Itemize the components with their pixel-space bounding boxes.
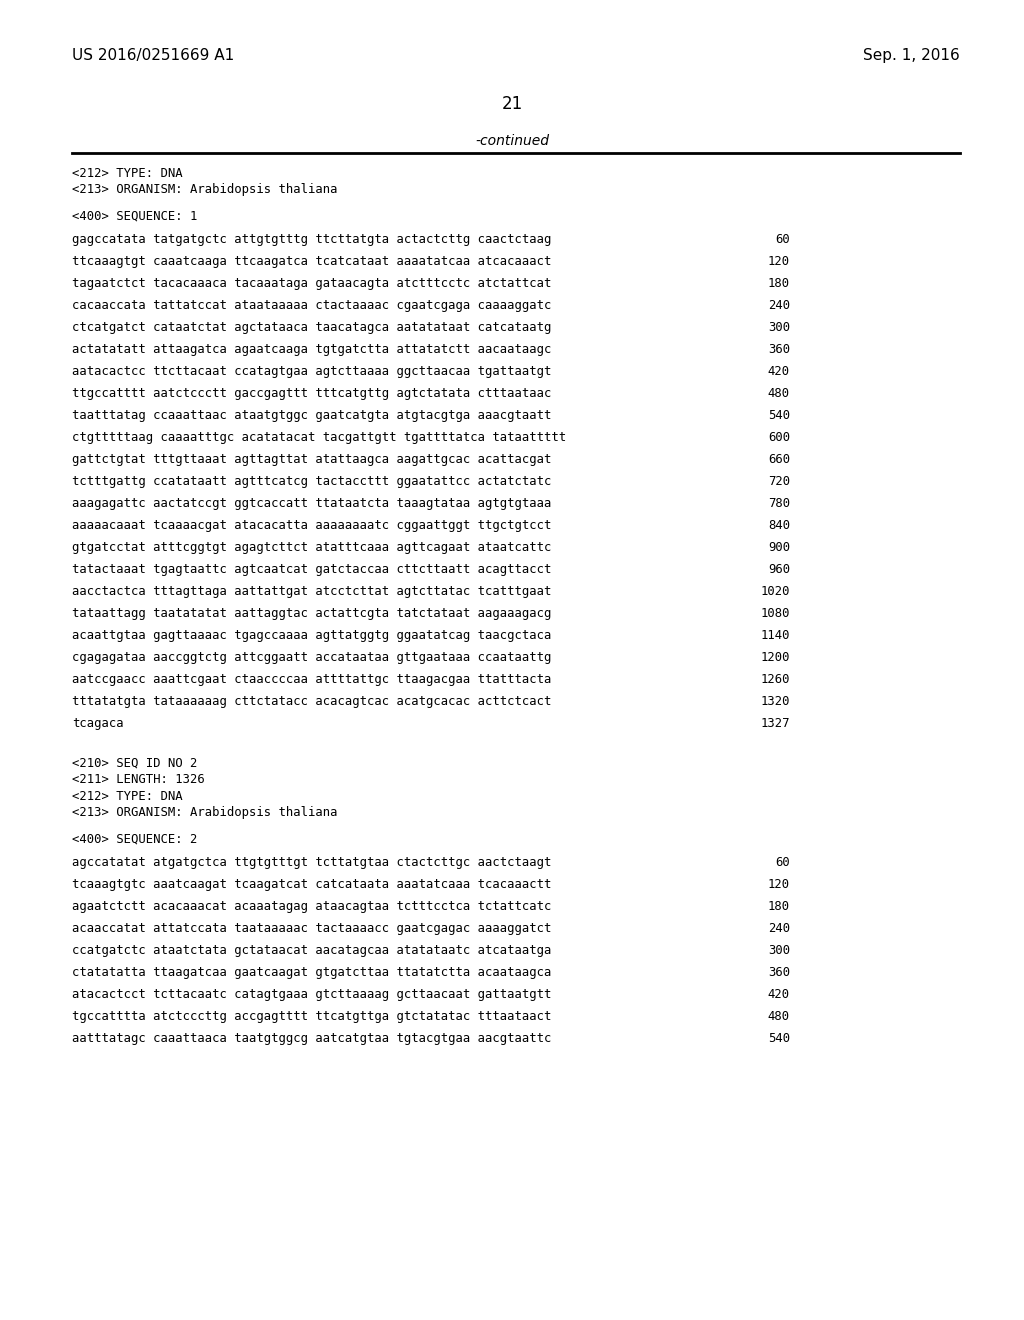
Text: ctgtttttaag caaaatttgc acatatacat tacgattgtt tgattttatca tataattttt: ctgtttttaag caaaatttgc acatatacat tacgat… — [72, 432, 566, 444]
Text: 60: 60 — [775, 855, 790, 869]
Text: tttatatgta tataaaaaag cttctatacc acacagtcac acatgcacac acttctcact: tttatatgta tataaaaaag cttctatacc acacagt… — [72, 696, 551, 708]
Text: 21: 21 — [502, 95, 522, 114]
Text: <211> LENGTH: 1326: <211> LENGTH: 1326 — [72, 774, 205, 787]
Text: atacactcct tcttacaatc catagtgaaa gtcttaaaag gcttaacaat gattaatgtt: atacactcct tcttacaatc catagtgaaa gtcttaa… — [72, 987, 551, 1001]
Text: -continued: -continued — [475, 135, 549, 148]
Text: 120: 120 — [768, 255, 790, 268]
Text: 540: 540 — [768, 1032, 790, 1044]
Text: tatactaaat tgagtaattc agtcaatcat gatctaccaa cttcttaatt acagttacct: tatactaaat tgagtaattc agtcaatcat gatctac… — [72, 564, 551, 576]
Text: Sep. 1, 2016: Sep. 1, 2016 — [863, 48, 961, 63]
Text: 60: 60 — [775, 234, 790, 246]
Text: 720: 720 — [768, 475, 790, 488]
Text: acaattgtaa gagttaaaac tgagccaaaa agttatggtg ggaatatcag taacgctaca: acaattgtaa gagttaaaac tgagccaaaa agttatg… — [72, 630, 551, 642]
Text: <212> TYPE: DNA: <212> TYPE: DNA — [72, 168, 182, 180]
Text: 1140: 1140 — [761, 630, 790, 642]
Text: <210> SEQ ID NO 2: <210> SEQ ID NO 2 — [72, 756, 198, 770]
Text: 120: 120 — [768, 878, 790, 891]
Text: 180: 180 — [768, 900, 790, 912]
Text: 300: 300 — [768, 321, 790, 334]
Text: gattctgtat tttgttaaat agttagttat atattaagca aagattgcac acattacgat: gattctgtat tttgttaaat agttagttat atattaa… — [72, 453, 551, 466]
Text: 600: 600 — [768, 432, 790, 444]
Text: 420: 420 — [768, 987, 790, 1001]
Text: 360: 360 — [768, 343, 790, 356]
Text: 1327: 1327 — [761, 717, 790, 730]
Text: 780: 780 — [768, 498, 790, 510]
Text: ctatatatta ttaagatcaa gaatcaagat gtgatcttaa ttatatctta acaataagca: ctatatatta ttaagatcaa gaatcaagat gtgatct… — [72, 966, 551, 978]
Text: tcagaca: tcagaca — [72, 717, 124, 730]
Text: agaatctctt acacaaacat acaaatagag ataacagtaa tctttcctca tctattcatc: agaatctctt acacaaacat acaaatagag ataacag… — [72, 900, 551, 912]
Text: gagccatata tatgatgctc attgtgtttg ttcttatgta actactcttg caactctaag: gagccatata tatgatgctc attgtgtttg ttcttat… — [72, 234, 551, 246]
Text: 960: 960 — [768, 564, 790, 576]
Text: 540: 540 — [768, 409, 790, 422]
Text: aatccgaacc aaattcgaat ctaaccccaa attttattgc ttaagacgaa ttatttacta: aatccgaacc aaattcgaat ctaaccccaa attttat… — [72, 673, 551, 686]
Text: aaagagattc aactatccgt ggtcaccatt ttataatcta taaagtataa agtgtgtaaa: aaagagattc aactatccgt ggtcaccatt ttataat… — [72, 498, 551, 510]
Text: aacctactca tttagttaga aattattgat atcctcttat agtcttatac tcatttgaat: aacctactca tttagttaga aattattgat atcctct… — [72, 585, 551, 598]
Text: 840: 840 — [768, 519, 790, 532]
Text: aatttatagc caaattaaca taatgtggcg aatcatgtaa tgtacgtgaa aacgtaattc: aatttatagc caaattaaca taatgtggcg aatcatg… — [72, 1032, 551, 1044]
Text: tagaatctct tacacaaaca tacaaataga gataacagta atctttcctc atctattcat: tagaatctct tacacaaaca tacaaataga gataaca… — [72, 277, 551, 290]
Text: cgagagataa aaccggtctg attcggaatt accataataa gttgaataaa ccaataattg: cgagagataa aaccggtctg attcggaatt accataa… — [72, 651, 551, 664]
Text: <213> ORGANISM: Arabidopsis thaliana: <213> ORGANISM: Arabidopsis thaliana — [72, 807, 338, 820]
Text: <400> SEQUENCE: 1: <400> SEQUENCE: 1 — [72, 210, 198, 223]
Text: gtgatcctat atttcggtgt agagtcttct atatttcaaa agttcagaat ataatcattc: gtgatcctat atttcggtgt agagtcttct atatttc… — [72, 541, 551, 554]
Text: ttcaaagtgt caaatcaaga ttcaagatca tcatcataat aaaatatcaa atcacaaact: ttcaaagtgt caaatcaaga ttcaagatca tcatcat… — [72, 255, 551, 268]
Text: actatatatt attaagatca agaatcaaga tgtgatctta attatatctt aacaataagc: actatatatt attaagatca agaatcaaga tgtgatc… — [72, 343, 551, 356]
Text: 1320: 1320 — [761, 696, 790, 708]
Text: agccatatat atgatgctca ttgtgtttgt tcttatgtaa ctactcttgc aactctaagt: agccatatat atgatgctca ttgtgtttgt tcttatg… — [72, 855, 551, 869]
Text: taatttatag ccaaattaac ataatgtggc gaatcatgta atgtacgtga aaacgtaatt: taatttatag ccaaattaac ataatgtggc gaatcat… — [72, 409, 551, 422]
Text: 1200: 1200 — [761, 651, 790, 664]
Text: 1260: 1260 — [761, 673, 790, 686]
Text: aaaaacaaat tcaaaacgat atacacatta aaaaaaaatc cggaattggt ttgctgtcct: aaaaacaaat tcaaaacgat atacacatta aaaaaaa… — [72, 519, 551, 532]
Text: tctttgattg ccatataatt agtttcatcg tactaccttt ggaatattcc actatctatc: tctttgattg ccatataatt agtttcatcg tactacc… — [72, 475, 551, 488]
Text: 360: 360 — [768, 966, 790, 978]
Text: <400> SEQUENCE: 2: <400> SEQUENCE: 2 — [72, 833, 198, 846]
Text: 180: 180 — [768, 277, 790, 290]
Text: aatacactcc ttcttacaat ccatagtgaa agtcttaaaa ggcttaacaa tgattaatgt: aatacactcc ttcttacaat ccatagtgaa agtctta… — [72, 366, 551, 378]
Text: 480: 480 — [768, 387, 790, 400]
Text: <213> ORGANISM: Arabidopsis thaliana: <213> ORGANISM: Arabidopsis thaliana — [72, 183, 338, 197]
Text: 240: 240 — [768, 921, 790, 935]
Text: ccatgatctc ataatctata gctataacat aacatagcaa atatataatc atcataatga: ccatgatctc ataatctata gctataacat aacatag… — [72, 944, 551, 957]
Text: ttgccatttt aatctccctt gaccgagttt tttcatgttg agtctatata ctttaataac: ttgccatttt aatctccctt gaccgagttt tttcatg… — [72, 387, 551, 400]
Text: 300: 300 — [768, 944, 790, 957]
Text: tataattagg taatatatat aattaggtac actattcgta tatctataat aagaaagacg: tataattagg taatatatat aattaggtac actattc… — [72, 607, 551, 620]
Text: ctcatgatct cataatctat agctataaca taacatagca aatatataat catcataatg: ctcatgatct cataatctat agctataaca taacata… — [72, 321, 551, 334]
Text: acaaccatat attatccata taataaaaac tactaaaacc gaatcgagac aaaaggatct: acaaccatat attatccata taataaaaac tactaaa… — [72, 921, 551, 935]
Text: tcaaagtgtc aaatcaagat tcaagatcat catcataata aaatatcaaa tcacaaactt: tcaaagtgtc aaatcaagat tcaagatcat catcata… — [72, 878, 551, 891]
Text: 480: 480 — [768, 1010, 790, 1023]
Text: <212> TYPE: DNA: <212> TYPE: DNA — [72, 789, 182, 803]
Text: 420: 420 — [768, 366, 790, 378]
Text: 1020: 1020 — [761, 585, 790, 598]
Text: 900: 900 — [768, 541, 790, 554]
Text: 1080: 1080 — [761, 607, 790, 620]
Text: 660: 660 — [768, 453, 790, 466]
Text: cacaaccata tattatccat ataataaaaa ctactaaaac cgaatcgaga caaaaggatc: cacaaccata tattatccat ataataaaaa ctactaa… — [72, 300, 551, 312]
Text: US 2016/0251669 A1: US 2016/0251669 A1 — [72, 48, 234, 63]
Text: 240: 240 — [768, 300, 790, 312]
Text: tgccatttta atctcccttg accgagtttt ttcatgttga gtctatatac tttaataact: tgccatttta atctcccttg accgagtttt ttcatgt… — [72, 1010, 551, 1023]
